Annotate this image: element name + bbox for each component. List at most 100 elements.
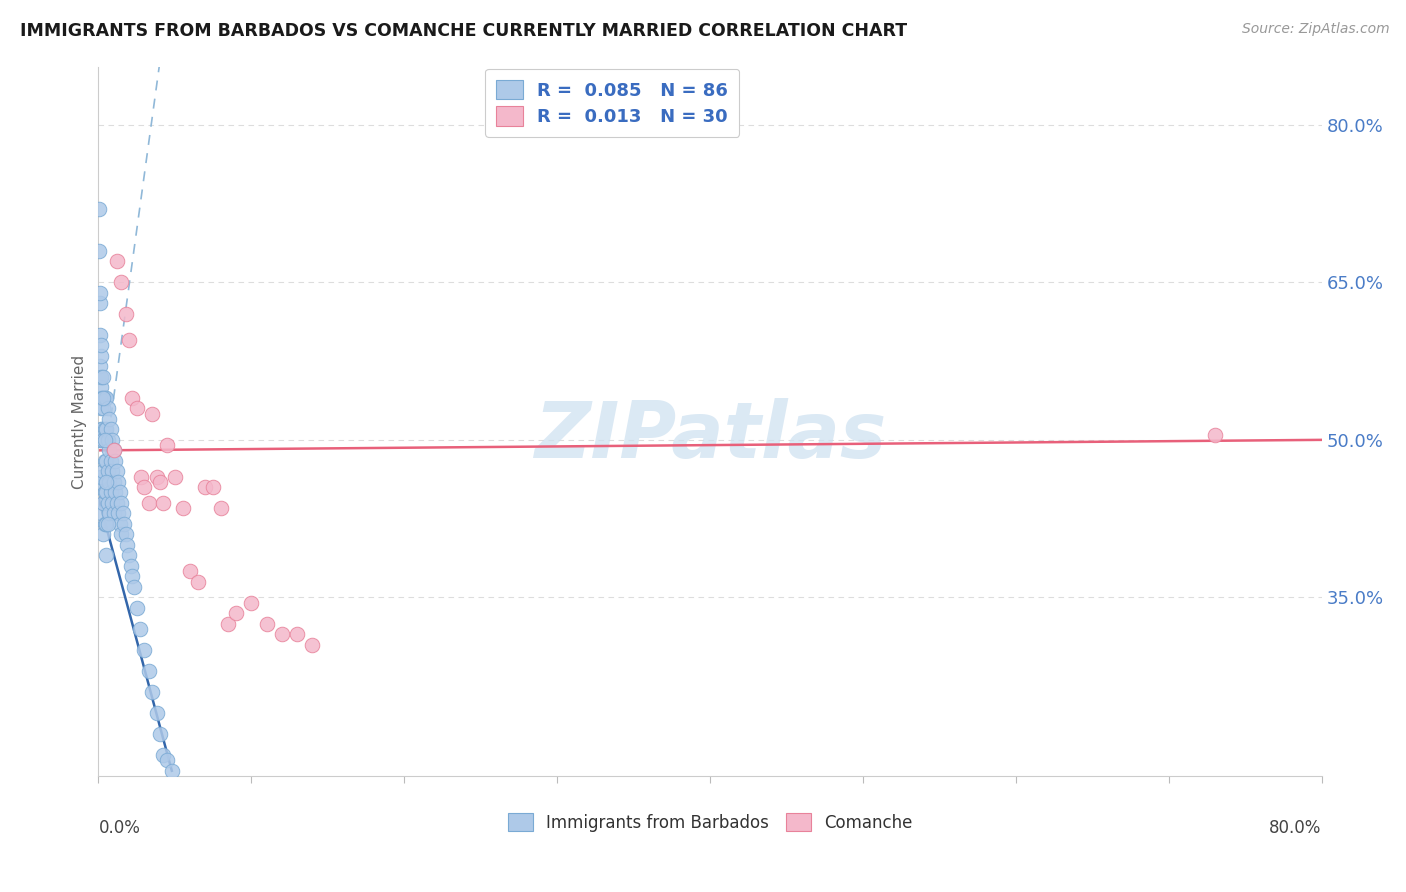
Point	[160, 764, 183, 778]
Point	[91, 496, 114, 510]
Point	[141, 407, 163, 421]
Point	[94, 485, 117, 500]
Point	[122, 580, 145, 594]
Point	[101, 496, 124, 510]
Point	[104, 454, 127, 468]
Point	[89, 433, 111, 447]
Point	[89, 285, 111, 300]
Point	[89, 359, 111, 374]
Point	[89, 202, 111, 216]
Point	[107, 507, 129, 521]
Point	[91, 422, 114, 436]
Text: 0.0%: 0.0%	[98, 819, 141, 837]
Point	[97, 433, 120, 447]
Point	[90, 369, 112, 384]
Point	[89, 296, 111, 310]
Point	[93, 485, 115, 500]
Point	[103, 507, 125, 521]
Point	[115, 527, 138, 541]
Point	[118, 333, 141, 347]
Point	[118, 549, 141, 563]
Point	[149, 475, 172, 489]
Point	[93, 422, 115, 436]
Point	[91, 391, 114, 405]
Point	[93, 516, 115, 531]
Point	[100, 485, 122, 500]
Point	[104, 485, 127, 500]
Point	[91, 527, 114, 541]
Point	[94, 549, 117, 563]
Point	[93, 454, 115, 468]
Point	[129, 469, 152, 483]
Point	[115, 307, 138, 321]
Point	[134, 643, 156, 657]
Point	[90, 507, 112, 521]
Point	[98, 507, 121, 521]
Point	[103, 443, 125, 458]
Point	[138, 496, 160, 510]
Point	[93, 391, 115, 405]
Point	[97, 464, 120, 478]
Point	[125, 601, 148, 615]
Point	[101, 433, 124, 447]
Point	[179, 564, 201, 578]
Point	[100, 422, 122, 436]
Text: ZIPatlas: ZIPatlas	[534, 398, 886, 474]
Text: 80.0%: 80.0%	[1270, 819, 1322, 837]
Point	[112, 516, 135, 531]
Point	[90, 469, 112, 483]
Point	[89, 327, 111, 342]
Point	[209, 501, 232, 516]
Point	[134, 480, 156, 494]
Point	[91, 369, 114, 384]
Text: IMMIGRANTS FROM BARBADOS VS COMANCHE CURRENTLY MARRIED CORRELATION CHART: IMMIGRANTS FROM BARBADOS VS COMANCHE CUR…	[20, 22, 907, 40]
Point	[98, 443, 121, 458]
Point	[121, 391, 143, 405]
Point	[128, 622, 150, 636]
Point	[94, 422, 117, 436]
Point	[194, 480, 217, 494]
Point	[94, 454, 117, 468]
Point	[187, 574, 209, 589]
Point	[89, 391, 111, 405]
Point	[217, 616, 239, 631]
Text: Source: ZipAtlas.com: Source: ZipAtlas.com	[1241, 22, 1389, 37]
Point	[138, 664, 160, 678]
Point	[111, 507, 134, 521]
Point	[256, 616, 278, 631]
Point	[107, 475, 129, 489]
Point	[120, 558, 142, 573]
Point	[108, 516, 131, 531]
Point	[141, 685, 163, 699]
Point	[91, 391, 114, 405]
Point	[121, 569, 143, 583]
Point	[163, 469, 186, 483]
Point	[103, 443, 125, 458]
Point	[156, 438, 179, 452]
Point	[225, 606, 247, 620]
Point	[89, 244, 111, 258]
Point	[94, 391, 117, 405]
Point	[89, 475, 111, 489]
Point	[145, 706, 167, 720]
Point	[91, 464, 114, 478]
Point	[110, 496, 132, 510]
Y-axis label: Currently Married: Currently Married	[72, 354, 87, 489]
Point	[94, 475, 117, 489]
Point	[100, 454, 122, 468]
Point	[101, 464, 124, 478]
Point	[145, 469, 167, 483]
Point	[90, 433, 112, 447]
Point	[97, 401, 120, 416]
Point	[105, 464, 128, 478]
Point	[90, 349, 112, 363]
Point	[103, 475, 125, 489]
Point	[270, 627, 292, 641]
Point	[108, 485, 131, 500]
Point	[105, 496, 128, 510]
Point	[240, 596, 263, 610]
Point	[301, 638, 323, 652]
Point	[202, 480, 225, 494]
Point	[93, 433, 115, 447]
Point	[110, 527, 132, 541]
